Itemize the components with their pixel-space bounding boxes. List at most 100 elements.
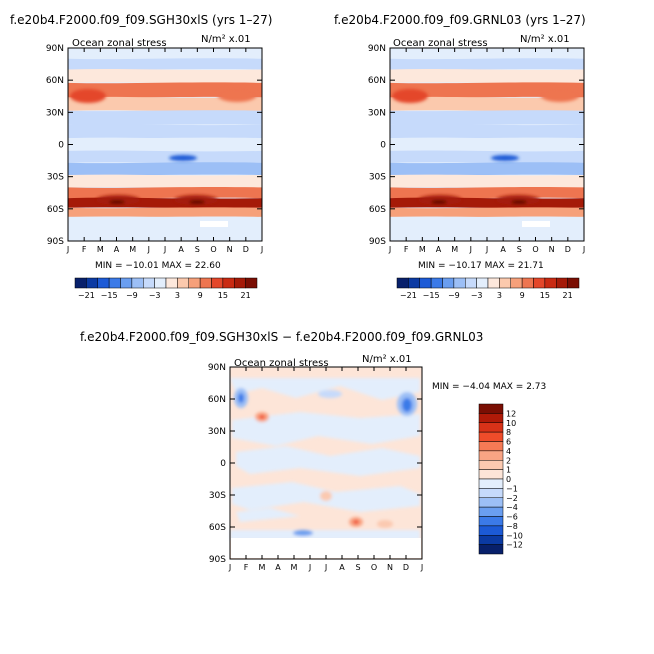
panel-3-negative-region (236, 508, 300, 522)
panel-1-units: N/m² x.01 (201, 34, 251, 45)
lat-tick-label: 60S (209, 523, 226, 533)
panel-2-sh-peak (431, 200, 447, 204)
lat-tick-label: 90N (368, 44, 386, 54)
colorbar-swatch (478, 413, 504, 423)
panel-2-title: f.e20b4.F2000.f09_f09.GRNL03 (yrs 1–27) (334, 13, 586, 27)
colorbar-swatch (177, 277, 189, 289)
lat-tick-label: 30N (368, 108, 386, 118)
lat-tick-label: 60S (369, 205, 386, 215)
colorbar-label: 12 (506, 409, 516, 418)
panel-2-lat-axis: 90N 60N 30N 0 30S 60S 90S (368, 44, 584, 247)
panel-1-nh-peak (217, 88, 257, 102)
panel-2-sh-peak (511, 200, 527, 204)
colorbar-swatch (567, 277, 580, 289)
colorbar-label: 3 (497, 291, 502, 300)
panel-3-negative-blob (402, 398, 412, 412)
month-tick-label: A (114, 245, 120, 254)
colorbar-swatch (396, 277, 409, 289)
lat-tick-label: 0 (220, 459, 226, 469)
colorbar-label: 8 (506, 428, 511, 437)
band-cell (390, 162, 584, 176)
band-cell (390, 124, 584, 139)
month-tick-label: M (419, 245, 426, 254)
colorbar-label: 1 (506, 466, 511, 475)
band-cell (68, 110, 262, 126)
colorbar-swatch (154, 277, 167, 289)
panel-2: f.e20b4.F2000.f09_f09.GRNL03 (yrs 1–27) … (334, 13, 586, 300)
colorbar-swatch (510, 277, 523, 289)
band-cell (68, 207, 262, 218)
month-tick-label: A (275, 563, 281, 572)
month-tick-label: D (243, 245, 249, 254)
panel-1-stats: MIN = −10.01 MAX = 22.60 (95, 261, 221, 271)
band-cell (390, 96, 584, 112)
colorbar-label: −15 (423, 291, 440, 300)
colorbar-swatch (165, 277, 178, 289)
panel-2-nh-peak (392, 89, 428, 103)
band-cell (390, 137, 584, 152)
panel-1-sh-peak (174, 195, 218, 205)
colorbar-swatch (442, 277, 455, 289)
month-tick-label: J (420, 563, 423, 572)
colorbar-swatch (419, 277, 432, 289)
colorbar-label: −2 (506, 494, 518, 503)
panel-2-sh-peak (418, 195, 462, 205)
colorbar-label: 0 (506, 475, 511, 484)
colorbar-label: −3 (149, 291, 161, 300)
month-tick-label: J (485, 245, 488, 254)
colorbar-swatch (188, 277, 201, 289)
colorbar-label: −3 (471, 291, 483, 300)
colorbar-swatch (478, 422, 504, 433)
colorbar-swatch (408, 277, 420, 289)
colorbar-swatch (234, 277, 246, 289)
panel-2-units: N/m² x.01 (520, 34, 570, 45)
colorbar-label: −12 (506, 541, 523, 550)
colorbar-swatch (556, 277, 568, 289)
colorbar-swatch (74, 277, 87, 289)
colorbar-label: −21 (400, 291, 417, 300)
colorbar-swatch (453, 277, 466, 289)
band-cell (390, 186, 584, 199)
colorbar-swatch (478, 460, 504, 470)
month-tick-label: F (244, 563, 249, 572)
band-cell (390, 216, 584, 230)
panel-1-features (70, 88, 257, 205)
panel-2-stats: MIN = −10.17 MAX = 21.71 (418, 261, 544, 271)
month-tick-label: J (388, 245, 391, 254)
month-tick-label: M (97, 245, 104, 254)
month-tick-label: D (403, 563, 409, 572)
colorbar-label: −6 (506, 513, 518, 522)
panel-3-positive-blob (259, 415, 265, 419)
month-tick-label: J (228, 563, 231, 572)
panel-3-positive-blob (353, 520, 359, 524)
band-cell (68, 96, 262, 112)
band-cell (68, 58, 262, 70)
colorbar-swatch (222, 277, 235, 289)
band-cell (68, 82, 262, 98)
month-tick-label: J (260, 245, 263, 254)
panel-3-negative-region (230, 378, 420, 400)
panel-3-positive-blob (320, 491, 332, 501)
colorbar-swatch (487, 277, 500, 289)
colorbar-swatch (465, 277, 477, 289)
colorbar-label: −10 (506, 531, 523, 540)
month-tick-label: J (308, 563, 311, 572)
lat-tick-label: 30S (369, 173, 386, 183)
panel-1-nh-peak (70, 89, 106, 103)
lat-tick-label: 30S (47, 173, 64, 183)
panel-3-positive-blob (377, 520, 393, 528)
lat-tick-label: 90N (208, 363, 226, 373)
panel-3: f.e20b4.F2000.f09_f09.SGH30xlS − f.e20b4… (80, 330, 546, 572)
lat-tick-label: 60N (208, 395, 226, 405)
panel-1-sh-peak (189, 200, 205, 204)
month-tick-label: S (355, 563, 360, 572)
colorbar-label: 9 (198, 291, 203, 300)
panel-1-sh-peak (96, 195, 140, 205)
month-tick-label: J (582, 245, 585, 254)
